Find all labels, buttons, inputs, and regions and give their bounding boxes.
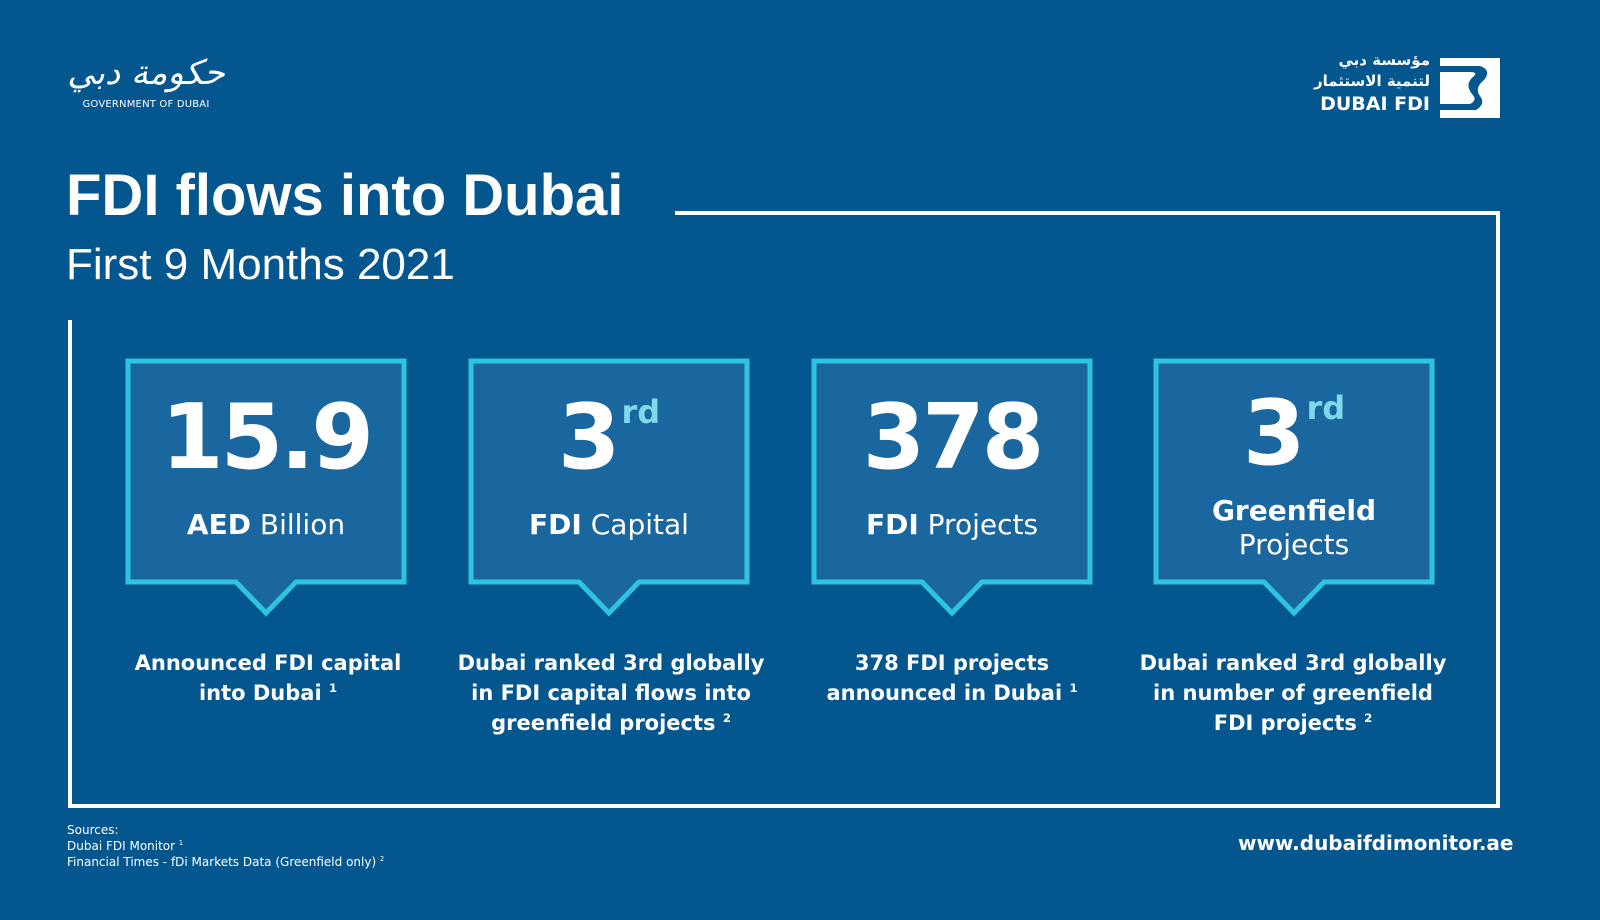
- stat-unit: Greenfield Projects: [1211, 494, 1377, 561]
- source-item: Dubai FDI Monitor 1: [67, 839, 184, 853]
- callout-box: [811, 358, 1093, 617]
- stat-unit: AED Billion: [186, 508, 346, 541]
- dubai-fdi-logo: مؤسسة دبي لتنمية الاستثمار DUBAI FDI: [1300, 50, 1430, 116]
- dubai-fdi-logo-arabic-2: لتنمية الاستثمار: [1313, 72, 1430, 90]
- government-logo: حكومة دبي GOVERNMENT OF DUBAI: [66, 48, 226, 112]
- stat-card: 15.9 AED Billion: [125, 358, 407, 620]
- page-subtitle: First 9 Months 2021: [66, 240, 455, 289]
- dubai-fdi-logo-arabic-1: مؤسسة دبي: [1338, 51, 1430, 69]
- website-link[interactable]: www.dubaifdimonitor.ae: [1238, 831, 1514, 855]
- dubai-fdi-logo-text: DUBAI FDI: [1320, 93, 1430, 115]
- stat-card: 378 FDI Projects: [811, 358, 1093, 620]
- stat-description: 378 FDI projects announced in Dubai 1: [826, 651, 1078, 705]
- government-logo-text: GOVERNMENT OF DUBAI: [82, 99, 210, 110]
- stat-description: Announced FDI capital into Dubai 1: [134, 651, 402, 705]
- callout-box: [1153, 358, 1435, 617]
- page-title: FDI flows into Dubai: [66, 163, 624, 228]
- sources-label: Sources:: [67, 823, 119, 837]
- stat-value: 378: [862, 385, 1045, 490]
- source-item: Financial Times - fDi Markets Data (Gree…: [67, 855, 385, 869]
- stat-unit: FDI Capital: [529, 508, 689, 541]
- sources: Sources: Dubai FDI Monitor 1 Financial T…: [67, 822, 384, 870]
- callout-box: [125, 358, 407, 617]
- stat-description: Dubai ranked 3rd globally in number of g…: [1139, 651, 1447, 735]
- government-logo-arabic: حكومة دبي: [67, 53, 225, 93]
- callout-box: [468, 358, 750, 617]
- stat-value: 15.9: [160, 385, 374, 490]
- stat-unit: FDI Projects: [865, 508, 1039, 541]
- dubai-fdi-logo-mark-icon: [1440, 58, 1500, 118]
- stat-description: Dubai ranked 3rd globally in FDI capital…: [457, 651, 765, 735]
